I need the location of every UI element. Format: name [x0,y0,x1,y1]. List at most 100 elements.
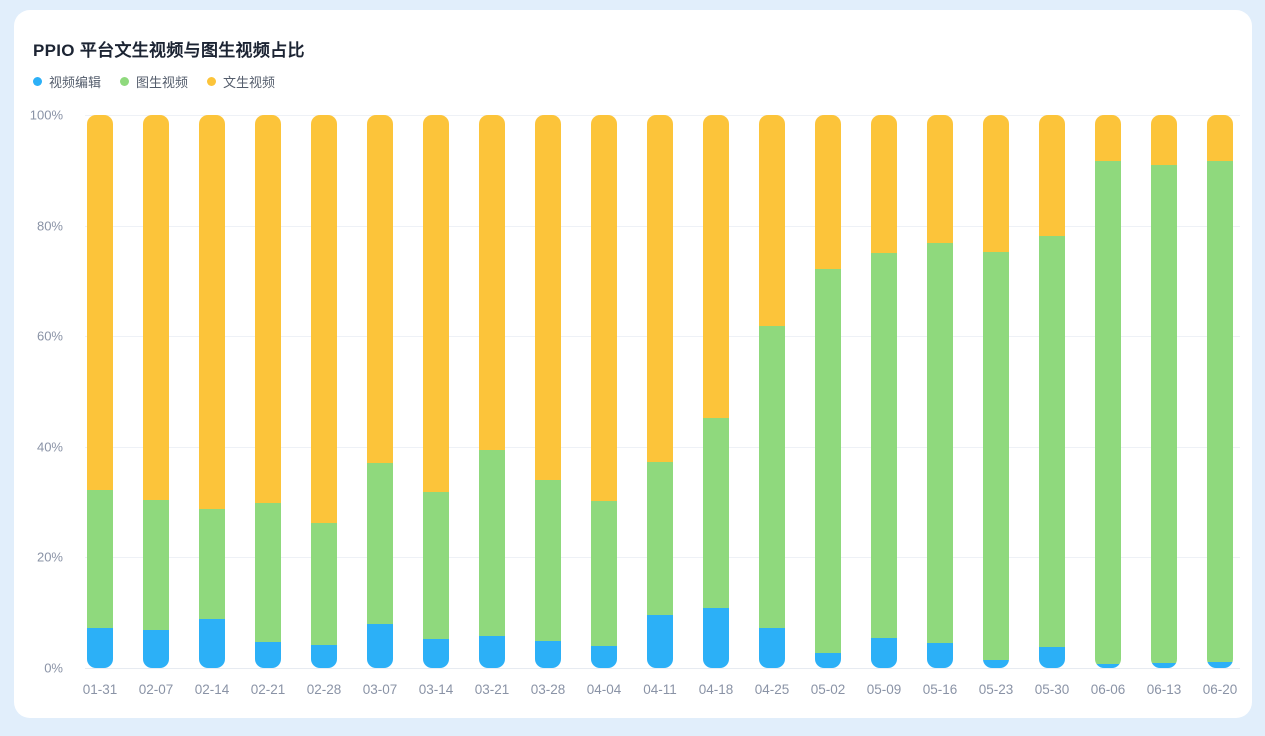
bar-segment-文生视频[interactable] [1095,115,1121,162]
stacked-bar-06-06[interactable] [1095,115,1121,668]
bar-segment-图生视频[interactable] [703,418,729,608]
bar-segment-视频编辑[interactable] [367,624,393,668]
bar-segment-图生视频[interactable] [535,479,561,641]
bar-segment-文生视频[interactable] [1151,115,1177,165]
bar-segment-文生视频[interactable] [759,115,785,326]
bar-segment-视频编辑[interactable] [423,639,449,668]
x-tick-label: 02-28 [306,682,342,697]
bar-segment-视频编辑[interactable] [199,618,225,668]
stacked-bar-02-14[interactable] [199,115,225,668]
stacked-bar-01-31[interactable] [87,115,113,668]
bar-segment-视频编辑[interactable] [1207,662,1233,668]
bar-group-03-14 [408,115,464,668]
bar-segment-文生视频[interactable] [367,115,393,463]
bar-segment-图生视频[interactable] [479,450,505,636]
bar-group-02-14 [184,115,240,668]
stacked-bar-03-28[interactable] [535,115,561,668]
bar-segment-文生视频[interactable] [815,115,841,270]
stacked-bar-05-30[interactable] [1039,115,1065,668]
legend-item-1[interactable]: 图生视频 [120,72,188,91]
x-tick-label: 03-28 [530,682,566,697]
bar-segment-视频编辑[interactable] [255,642,281,668]
bar-segment-文生视频[interactable] [647,115,673,462]
bar-segment-视频编辑[interactable] [591,645,617,668]
stacked-bar-04-25[interactable] [759,115,785,668]
x-tick-label: 04-11 [643,682,677,697]
legend-item-2[interactable]: 文生视频 [207,72,275,91]
stacked-bar-05-16[interactable] [927,115,953,668]
bar-segment-视频编辑[interactable] [311,644,337,668]
bar-segment-文生视频[interactable] [871,115,897,253]
stacked-bar-05-02[interactable] [815,115,841,668]
stacked-bar-05-23[interactable] [983,115,1009,668]
bar-segment-视频编辑[interactable] [647,614,673,668]
bar-segment-图生视频[interactable] [423,491,449,640]
bar-segment-图生视频[interactable] [871,252,897,638]
bar-segment-图生视频[interactable] [87,490,113,629]
bar-segment-文生视频[interactable] [87,115,113,491]
bar-segment-图生视频[interactable] [815,269,841,653]
bar-segment-视频编辑[interactable] [871,637,897,668]
bar-segment-文生视频[interactable] [1207,115,1233,161]
bar-segment-图生视频[interactable] [647,461,673,615]
bar-segment-图生视频[interactable] [311,523,337,645]
legend-label: 文生视频 [223,75,276,90]
bar-segment-视频编辑[interactable] [535,640,561,668]
stacked-bar-02-28[interactable] [311,115,337,668]
bar-segment-文生视频[interactable] [255,115,281,504]
bar-segment-图生视频[interactable] [759,325,785,628]
bar-segment-视频编辑[interactable] [703,607,729,668]
bar-segment-文生视频[interactable] [535,115,561,480]
bar-segment-视频编辑[interactable] [927,643,953,668]
bar-segment-文生视频[interactable] [199,115,225,510]
bar-segment-文生视频[interactable] [591,115,617,501]
bar-segment-图生视频[interactable] [983,252,1009,660]
bar-segment-图生视频[interactable] [255,503,281,642]
bar-segment-视频编辑[interactable] [1039,646,1065,668]
bar-segment-图生视频[interactable] [367,462,393,625]
bar-segment-图生视频[interactable] [1095,161,1121,665]
bar-segment-图生视频[interactable] [591,500,617,646]
stacked-bar-04-04[interactable] [591,115,617,668]
bar-segment-视频编辑[interactable] [143,629,169,668]
y-tick-label: 60% [36,328,63,344]
bar-group-05-16 [912,115,968,668]
x-tick-label: 04-25 [754,682,790,697]
stacked-bar-06-20[interactable] [1207,115,1233,668]
bar-group-06-06 [1080,115,1136,668]
bar-segment-文生视频[interactable] [143,115,169,500]
legend-item-0[interactable]: 视频编辑 [33,72,101,91]
bar-segment-文生视频[interactable] [983,115,1009,253]
bar-segment-文生视频[interactable] [1039,115,1065,237]
bar-segment-图生视频[interactable] [1207,160,1233,663]
bar-segment-图生视频[interactable] [927,243,953,644]
bar-segment-视频编辑[interactable] [759,627,785,668]
bar-segment-文生视频[interactable] [311,115,337,524]
bar-segment-文生视频[interactable] [927,115,953,244]
bar-segment-文生视频[interactable] [423,115,449,492]
bar-segment-文生视频[interactable] [703,115,729,419]
bar-segment-视频编辑[interactable] [479,635,505,668]
bar-segment-图生视频[interactable] [1151,164,1177,664]
stacked-bar-06-13[interactable] [1151,115,1177,668]
stacked-bar-03-21[interactable] [479,115,505,668]
stacked-bar-05-09[interactable] [871,115,897,668]
stacked-bar-04-11[interactable] [647,115,673,668]
bar-segment-图生视频[interactable] [199,509,225,619]
bar-segment-图生视频[interactable] [1039,236,1065,647]
bar-segment-视频编辑[interactable] [815,652,841,668]
bar-segment-视频编辑[interactable] [1095,664,1121,668]
stacked-bar-03-07[interactable] [367,115,393,668]
y-tick-label: 40% [36,439,63,455]
legend-dot-icon [207,77,217,86]
bar-segment-文生视频[interactable] [479,115,505,451]
bar-segment-视频编辑[interactable] [1151,663,1177,668]
legend-dot-icon [33,77,42,86]
stacked-bar-02-07[interactable] [143,115,169,668]
stacked-bar-02-21[interactable] [255,115,281,668]
bar-segment-视频编辑[interactable] [87,628,113,668]
bar-segment-视频编辑[interactable] [983,659,1009,668]
stacked-bar-04-18[interactable] [703,115,729,668]
bar-segment-图生视频[interactable] [143,499,169,630]
stacked-bar-03-14[interactable] [423,115,449,668]
